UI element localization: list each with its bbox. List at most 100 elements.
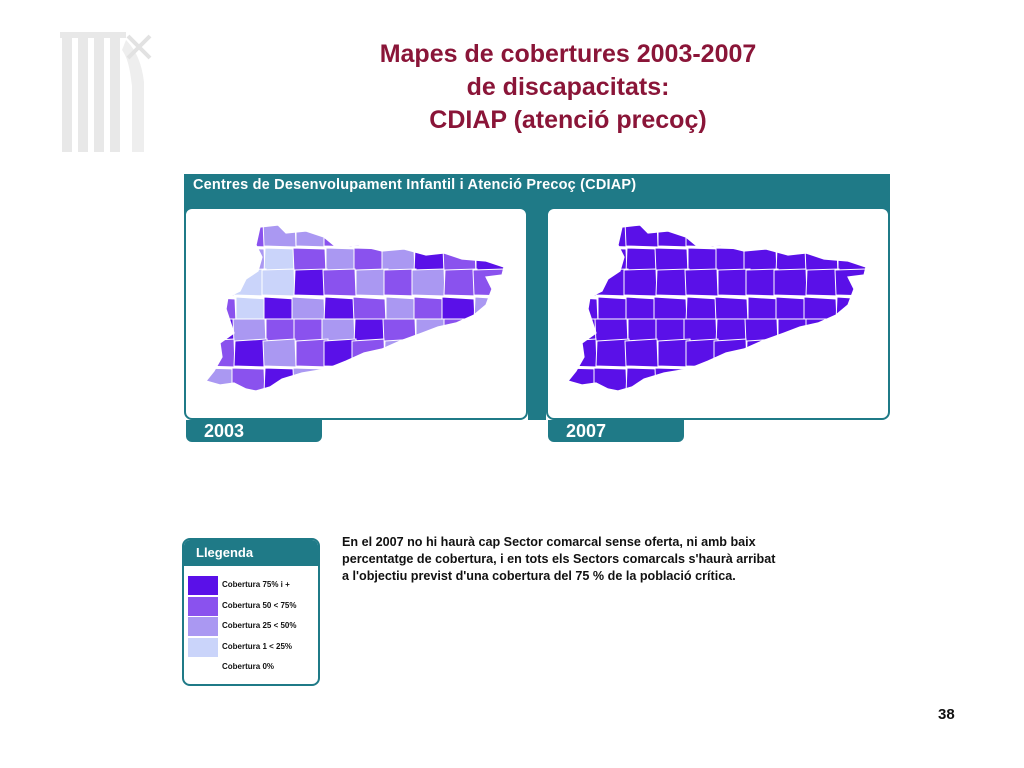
map-sector	[805, 268, 841, 297]
map-sector	[595, 225, 631, 248]
institution-logo-icon	[60, 32, 152, 152]
map-2003	[204, 224, 505, 392]
map-sector	[381, 367, 416, 391]
map-sector	[206, 268, 240, 297]
map-sector	[835, 225, 866, 248]
map-sector	[445, 225, 480, 248]
map-sector	[835, 338, 866, 368]
map-sector	[261, 268, 296, 297]
map-sector	[206, 225, 236, 248]
panel-header-text: Centres de Desenvolupament Infantil i At…	[193, 177, 637, 193]
map-sector	[445, 338, 480, 368]
year-tab-2007: 2007	[548, 420, 684, 442]
map-sector	[325, 367, 360, 391]
year-tab-2003: 2003	[186, 420, 322, 442]
map-sector	[745, 268, 780, 297]
map-sector	[805, 318, 840, 346]
map-sector	[807, 338, 842, 368]
legend-swatch	[188, 637, 218, 657]
map-sector	[473, 338, 504, 368]
map-sector	[322, 268, 357, 297]
legend-item: Cobertura 50 < 75%	[184, 596, 318, 617]
map-sector	[413, 367, 449, 391]
map-sector	[383, 225, 419, 248]
title-line-1: Mapes de cobertures 2003-2007	[379, 40, 757, 68]
map-sector	[295, 338, 330, 368]
map-sector	[353, 367, 388, 391]
map-sector	[206, 247, 238, 275]
map-sector	[774, 338, 809, 368]
map-sector	[233, 338, 269, 368]
map-sector	[745, 225, 781, 248]
legend-swatch	[188, 617, 218, 636]
map-sector	[595, 338, 631, 368]
legend-swatch	[188, 596, 218, 616]
map-sector	[323, 225, 358, 248]
legend-swatch	[188, 658, 218, 677]
map-sector	[713, 338, 748, 368]
legend-label: Cobertura 75% i +	[222, 580, 290, 589]
note-line-3: a l'objectiu previst d'una cobertura del…	[342, 569, 736, 583]
legend-item: Cobertura 1 < 25%	[184, 637, 318, 658]
map-sector	[383, 268, 418, 297]
map-sector	[717, 268, 752, 297]
map-sector	[355, 268, 390, 297]
title-line-3: CDIAP (atenció precoç)	[429, 106, 707, 134]
legend-label: Cobertura 0%	[222, 662, 275, 671]
map-sector	[443, 268, 479, 297]
map-sector	[262, 338, 297, 368]
panel-divider	[528, 222, 546, 420]
map-sector	[685, 225, 720, 248]
map-sector	[833, 318, 866, 346]
map-sector	[807, 225, 842, 248]
legend-swatch	[188, 576, 218, 595]
map-sector	[687, 367, 722, 391]
map-sector	[475, 367, 504, 391]
map-sector	[473, 225, 504, 248]
map-sector	[804, 367, 839, 391]
map-sector	[775, 367, 811, 391]
map-sector	[443, 318, 478, 346]
map-sector	[684, 268, 719, 297]
legend-label: Cobertura 50 < 75%	[222, 600, 297, 610]
map-sector	[471, 318, 504, 346]
map-sector	[834, 268, 866, 297]
map-sector	[568, 247, 600, 275]
map-sector	[351, 225, 386, 248]
map-sector	[657, 338, 692, 368]
note-line-1: En el 2007 no hi haurà cap Sector comarc…	[342, 535, 756, 549]
map-sector	[568, 268, 602, 297]
map-sector	[568, 225, 598, 248]
title-line-2: de discapacitats:	[466, 73, 670, 101]
map-sector	[713, 225, 748, 248]
legend-item: Cobertura 0%	[184, 657, 318, 678]
map-2007	[566, 224, 867, 392]
map-sector	[351, 338, 386, 368]
map-sector	[383, 338, 419, 368]
map-sector	[837, 367, 866, 391]
map-sector	[623, 268, 658, 297]
map-sector	[624, 338, 659, 368]
legend-item: Cobertura 75% i +	[184, 575, 318, 596]
map-sector	[412, 225, 447, 248]
note-text: En el 2007 no hi haurà cap Sector comarc…	[342, 534, 882, 585]
map-sector	[715, 367, 750, 391]
map-outline	[566, 224, 867, 392]
map-sector	[773, 268, 808, 297]
legend-label: Cobertura 25 < 50%	[222, 621, 297, 630]
legend: Llegenda Cobertura 75% i + Cobertura 50 …	[182, 538, 320, 686]
slide-title: Mapes de cobertures 2003-2007 de discapa…	[290, 38, 846, 137]
map-sector	[655, 268, 691, 297]
legend-title: Llegenda	[184, 540, 318, 566]
map-sector	[745, 338, 781, 368]
map-sector	[411, 268, 446, 297]
page-number: 38	[938, 706, 955, 723]
map-outline	[204, 224, 505, 392]
legend-item: Cobertura 25 < 50%	[184, 616, 318, 637]
map-sector	[233, 225, 269, 248]
legend-label: Cobertura 1 < 25%	[222, 641, 293, 651]
map-sector	[774, 225, 809, 248]
map-sector	[442, 367, 477, 391]
map-sector	[472, 268, 504, 297]
map-sector	[412, 338, 447, 368]
